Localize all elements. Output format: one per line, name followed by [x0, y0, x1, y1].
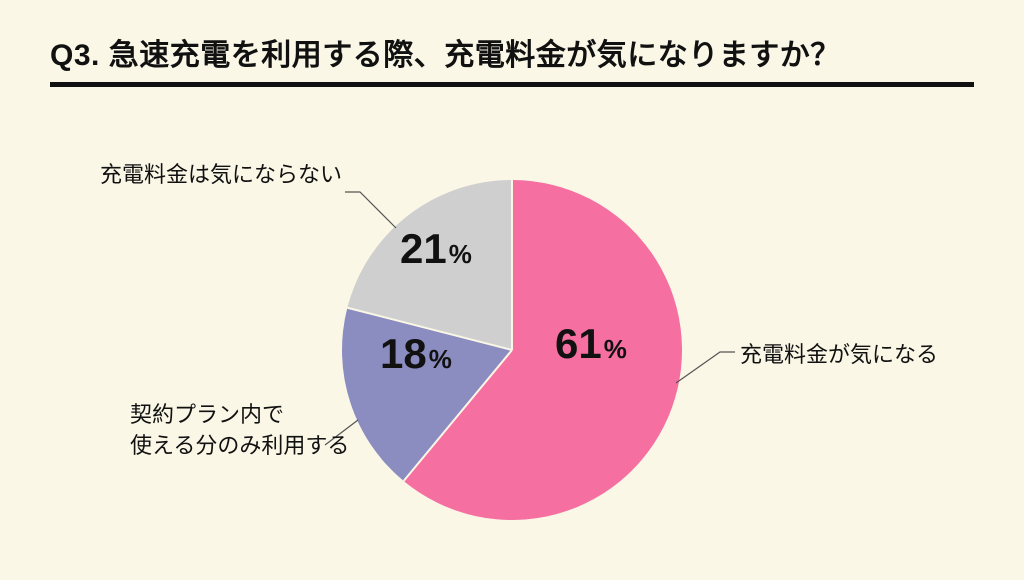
slice-external-label: 契約プラン内で使える分のみ利用する	[130, 400, 349, 462]
slice-percent-label: 21%	[400, 225, 472, 273]
slice-percent-label: 61%	[555, 320, 627, 368]
infographic-page: Q3. 急速充電を利用する際、充電料金が気になりますか？ 61%18%21%充電…	[0, 0, 1024, 580]
slice-percent-label: 18%	[380, 330, 452, 378]
slice-external-label: 充電料金は気にならない	[100, 160, 342, 191]
leader-line	[345, 192, 396, 228]
slice-external-label: 充電料金が気になる	[740, 340, 938, 371]
pie-chart	[0, 0, 1024, 580]
leader-line	[676, 352, 735, 383]
